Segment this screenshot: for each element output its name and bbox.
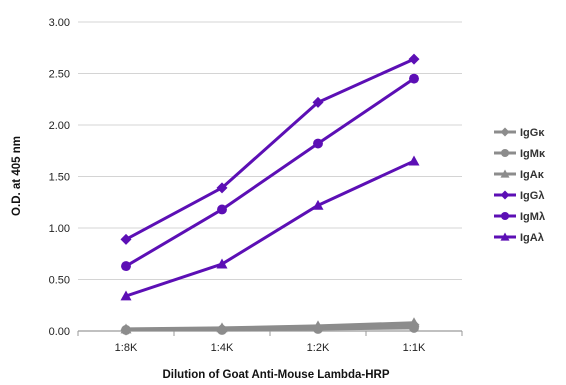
series-4 — [120, 53, 420, 245]
legend-label: IgGλ — [520, 190, 544, 202]
series-group — [120, 53, 420, 336]
series-line — [125, 159, 415, 298]
series-3 — [120, 317, 420, 334]
data-point — [121, 261, 131, 272]
legend-marker — [500, 232, 510, 241]
legend-marker — [500, 127, 510, 137]
legend-item: IgAλ — [494, 232, 544, 244]
data-point — [408, 317, 420, 328]
legend-label: IgMλ — [520, 211, 545, 223]
legend-marker — [500, 190, 510, 200]
legend: IgGκ IgMκ IgAκ IgGλ IgMλ IgAλ — [494, 127, 546, 244]
legend-item: IgGλ — [494, 190, 544, 202]
legend-label: IgAκ — [520, 169, 545, 181]
legend-marker — [500, 169, 510, 178]
y-tick-label: 1.00 — [49, 223, 70, 235]
y-axis-ticks: 0.00 0.50 1.00 1.50 2.00 2.50 3.00 — [49, 17, 70, 338]
y-tick-label: 2.50 — [49, 69, 70, 81]
legend-label: IgGκ — [520, 127, 545, 139]
gridlines — [78, 21, 462, 332]
series-line — [126, 326, 415, 332]
y-tick-label: 0.50 — [49, 275, 70, 287]
x-axis-title: Dilution of Goat Anti-Mouse Lambda-HRP — [162, 369, 389, 381]
data-point — [120, 233, 132, 245]
x-tick-label: 1:8K — [115, 342, 138, 354]
x-axis-ticks: 1:8K 1:4K 1:2K 1:1K — [77, 331, 463, 354]
legend-item: IgMκ — [494, 148, 546, 160]
data-point — [408, 155, 420, 166]
data-point — [120, 323, 132, 334]
y-tick-label: 2.00 — [49, 120, 70, 132]
legend-marker — [500, 148, 510, 158]
data-point — [216, 258, 228, 269]
series-5 — [121, 73, 419, 272]
y-tick-label: 1.50 — [49, 172, 70, 184]
data-point — [313, 138, 323, 149]
y-axis-title: O.D. at 405 nm — [11, 136, 23, 216]
series-6 — [120, 155, 420, 301]
data-point — [408, 53, 420, 65]
series-line — [125, 77, 415, 268]
legend-label: IgMκ — [520, 148, 546, 160]
legend-marker — [500, 211, 510, 221]
data-point — [312, 96, 324, 108]
data-point — [216, 182, 228, 194]
data-point — [120, 290, 132, 301]
legend-item: IgMλ — [494, 211, 545, 223]
y-tick-label: 3.00 — [49, 17, 70, 29]
x-tick-label: 1:4K — [211, 342, 234, 354]
x-tick-label: 1:2K — [307, 342, 330, 354]
x-tick-label: 1:1K — [403, 342, 426, 354]
data-point — [312, 199, 324, 210]
series-line — [125, 57, 415, 241]
data-point — [409, 73, 419, 84]
legend-item: IgGκ — [494, 127, 545, 139]
legend-label: IgAλ — [520, 232, 544, 244]
series-line — [125, 321, 415, 331]
y-tick-label: 0.00 — [49, 326, 70, 338]
data-point — [312, 320, 324, 331]
data-point — [216, 322, 228, 333]
data-point — [217, 204, 227, 215]
legend-item: IgAκ — [494, 169, 545, 181]
